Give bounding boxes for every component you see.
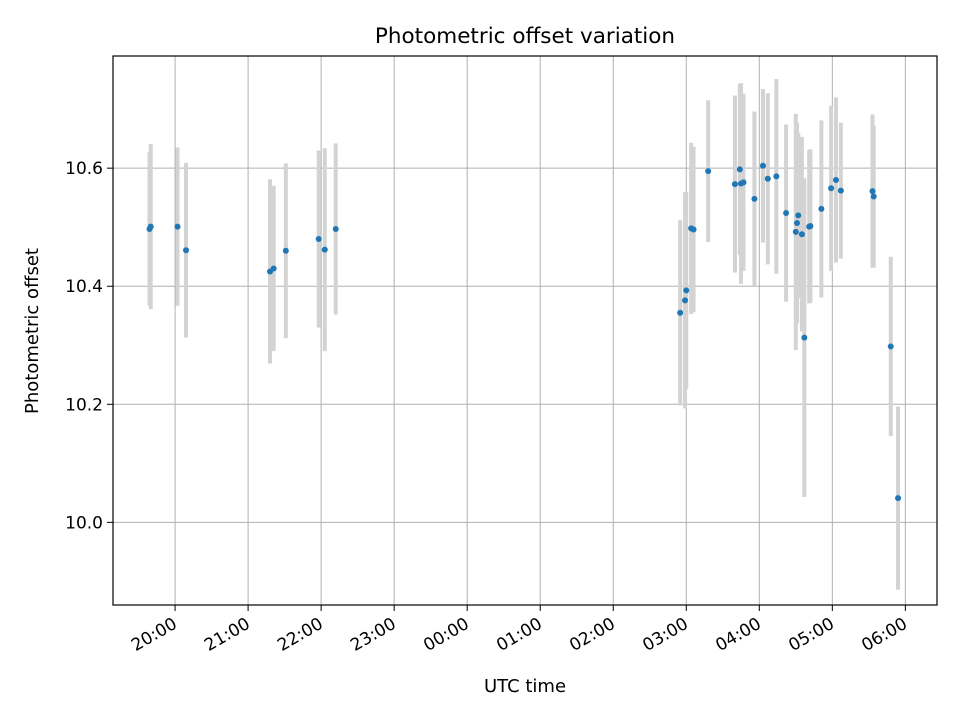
- data-point: [792, 228, 799, 235]
- data-point: [798, 231, 805, 238]
- y-tick-label: 10.0: [65, 513, 103, 533]
- data-point: [818, 205, 825, 212]
- y-tick-label: 10.4: [65, 277, 103, 297]
- data-point: [690, 226, 697, 233]
- data-point: [682, 297, 689, 304]
- data-point: [321, 246, 328, 253]
- data-point: [183, 247, 190, 254]
- y-axis-label: Photometric offset: [22, 248, 43, 414]
- data-point: [832, 176, 839, 183]
- data-point: [773, 173, 780, 180]
- data-point: [751, 195, 758, 202]
- data-point: [332, 225, 339, 232]
- y-axis-ticks: 10.0 10.2 10.4 10.6: [65, 159, 113, 533]
- data-point: [795, 212, 802, 219]
- data-point: [683, 287, 690, 294]
- data-point: [270, 265, 277, 272]
- data-point: [740, 179, 747, 186]
- plot-frame: [112, 55, 938, 606]
- data-point: [794, 220, 801, 227]
- data-point: [895, 495, 902, 502]
- data-point: [315, 236, 322, 242]
- data-point: [282, 247, 289, 254]
- data-point: [887, 343, 894, 350]
- data-point: [801, 334, 808, 341]
- data-point: [759, 162, 766, 169]
- y-tick-label: 10.2: [65, 395, 103, 415]
- chart-title: Photometric offset variation: [375, 24, 675, 49]
- x-axis-label: UTC time: [484, 676, 566, 697]
- data-point: [828, 185, 835, 192]
- data-point: [677, 309, 684, 316]
- data-point: [764, 175, 771, 182]
- data-points: [146, 162, 902, 502]
- data-point: [705, 168, 712, 175]
- data-point: [870, 193, 877, 200]
- data-point: [731, 181, 738, 188]
- y-tick-label: 10.6: [65, 159, 103, 179]
- data-point: [807, 223, 814, 230]
- data-point: [736, 166, 743, 173]
- data-point: [783, 210, 790, 217]
- data-point: [869, 188, 876, 195]
- data-point: [147, 223, 154, 230]
- data-point: [174, 223, 181, 230]
- data-point: [837, 187, 844, 194]
